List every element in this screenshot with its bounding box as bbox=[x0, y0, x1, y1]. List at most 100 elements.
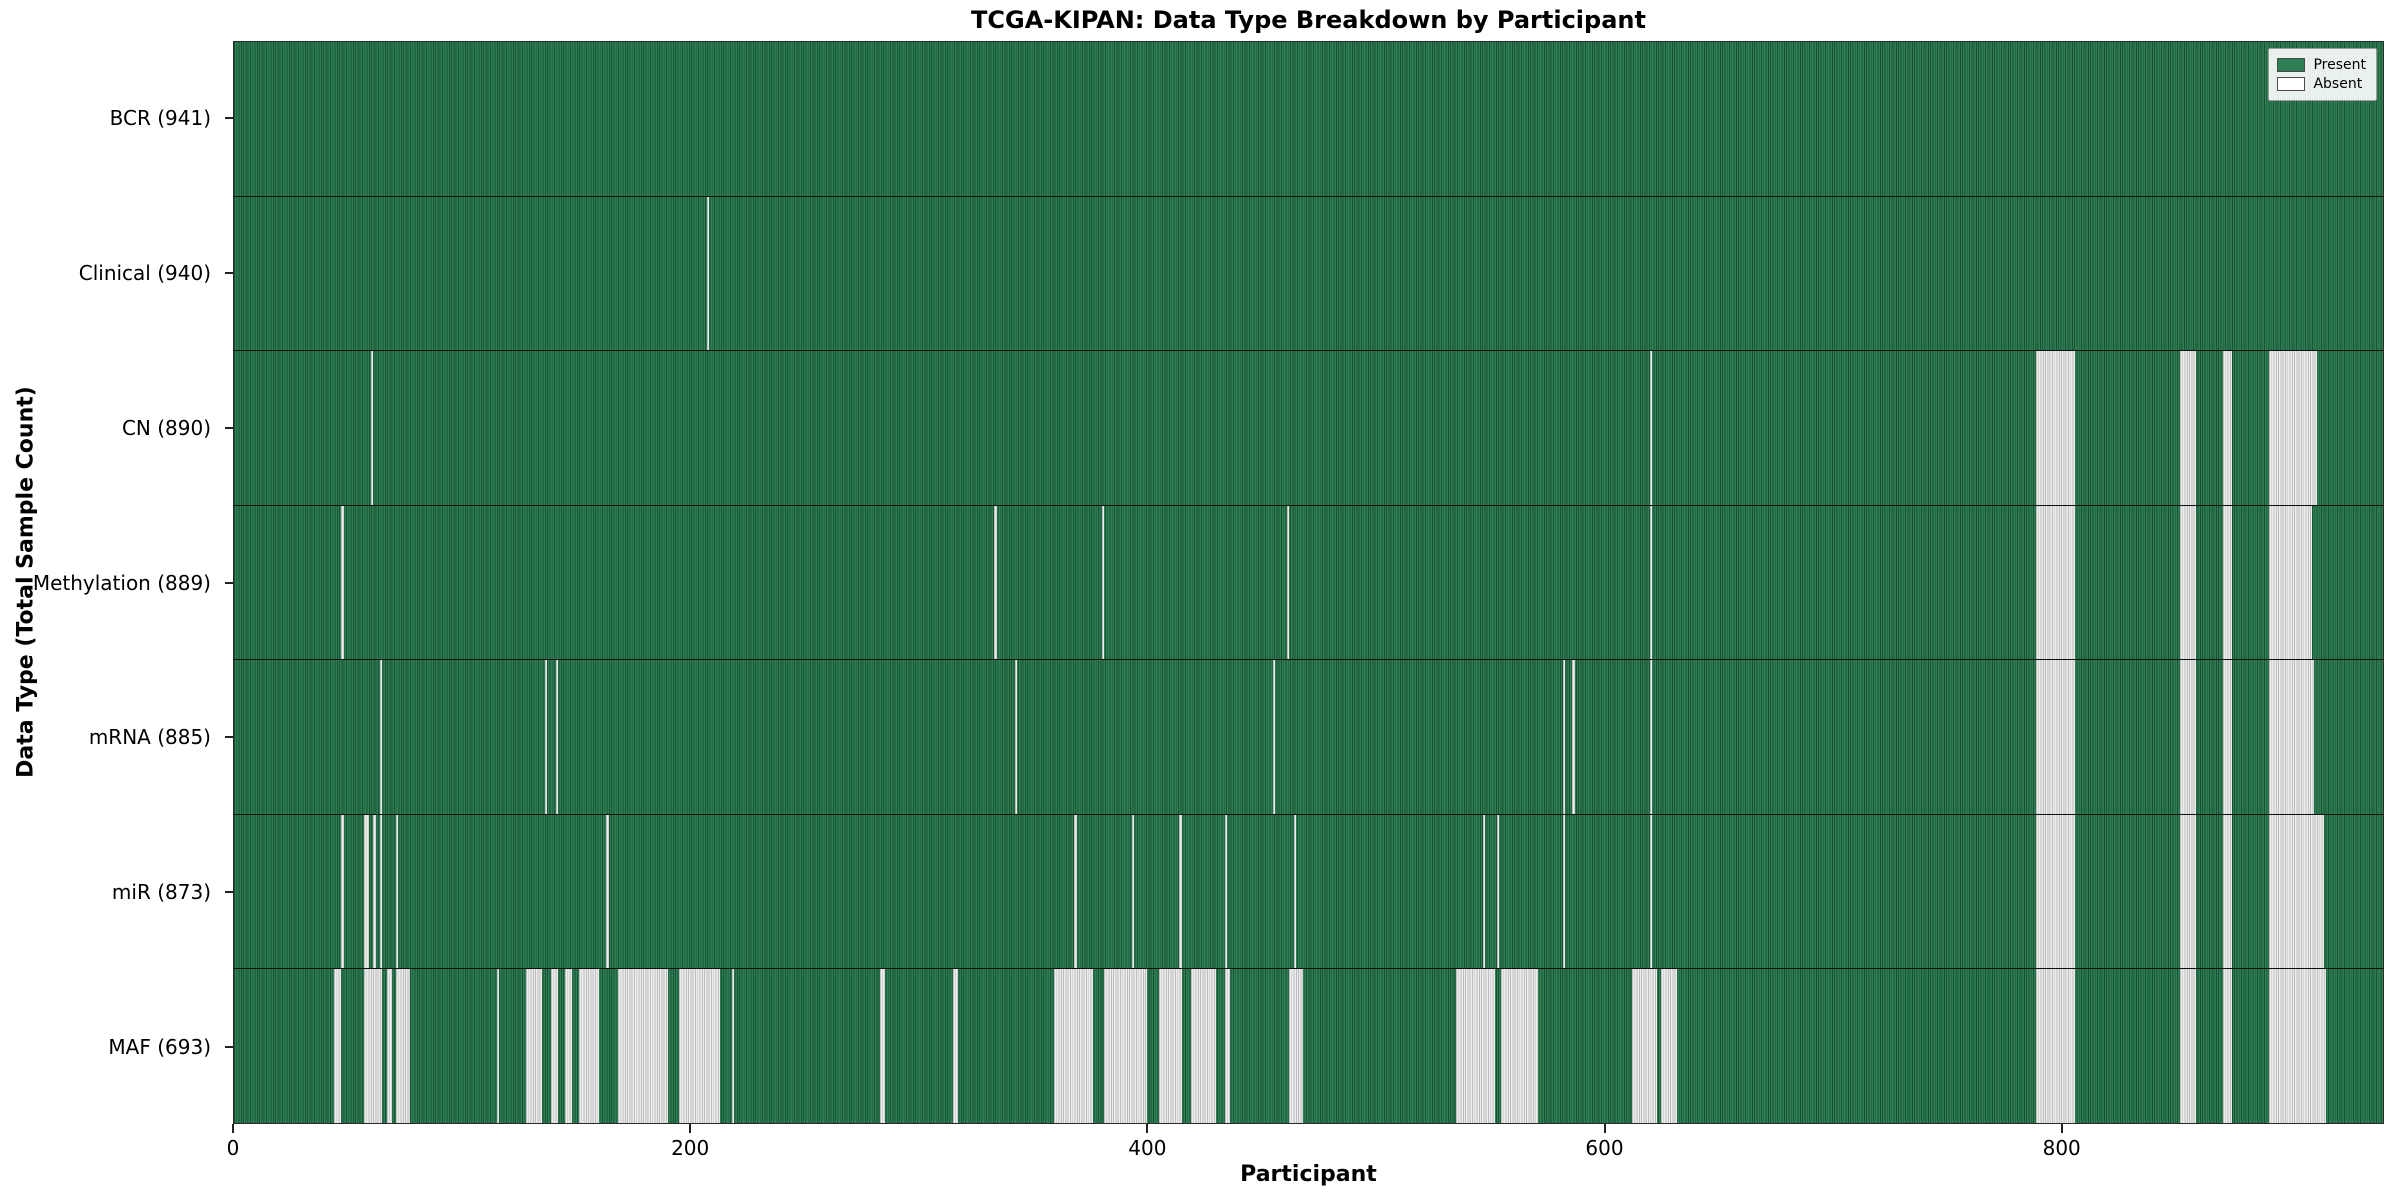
absent-band bbox=[2035, 969, 2075, 1124]
row-maf bbox=[234, 969, 2383, 1124]
x-axis-label: Participant bbox=[1240, 1162, 1377, 1187]
absent-band bbox=[2223, 660, 2233, 814]
absent-band bbox=[880, 969, 885, 1124]
plot-rows bbox=[234, 42, 2383, 1124]
absent-band bbox=[1496, 814, 1500, 969]
ytick-label-maf: MAF (693) bbox=[108, 1034, 211, 1059]
ytick-mark bbox=[225, 272, 233, 275]
absent-band bbox=[1286, 505, 1290, 660]
absent-band bbox=[2268, 351, 2317, 505]
ytick-mark bbox=[225, 890, 233, 893]
xtick-label-0: 0 bbox=[226, 1136, 240, 1160]
absent-band bbox=[1131, 814, 1134, 969]
absent-band bbox=[2268, 505, 2313, 660]
absent-band bbox=[364, 814, 369, 969]
absent-band bbox=[1661, 969, 1678, 1124]
absent-band bbox=[371, 351, 374, 505]
absent-band bbox=[1649, 351, 1653, 505]
ytick-mark bbox=[225, 117, 233, 120]
absent-band bbox=[2179, 351, 2196, 505]
ytick-label-methylation: Methylation (889) bbox=[32, 570, 211, 595]
legend-entry-absent: Absent bbox=[2277, 76, 2366, 92]
legend-label: Present bbox=[2313, 57, 2366, 73]
absent-band bbox=[387, 969, 392, 1124]
absent-band bbox=[380, 814, 383, 969]
absent-band bbox=[2223, 351, 2233, 505]
ytick-label-mir: miR (873) bbox=[111, 879, 211, 904]
ytick-mark bbox=[225, 1045, 233, 1048]
absent-band bbox=[2035, 814, 2075, 969]
absent-band bbox=[2223, 814, 2233, 969]
absent-band bbox=[341, 505, 344, 660]
absent-band bbox=[994, 505, 997, 660]
row-methylation bbox=[234, 505, 2383, 661]
absent-band bbox=[2223, 969, 2233, 1124]
absent-band bbox=[1074, 814, 1077, 969]
absent-band bbox=[334, 969, 342, 1124]
absent-band bbox=[1053, 969, 1093, 1124]
absent-band bbox=[2268, 814, 2324, 969]
absent-band bbox=[1563, 660, 1566, 814]
absent-band bbox=[1631, 969, 1657, 1124]
y-axis-ticks: BCR (941) Clinical (940) CN (890) Methylati… bbox=[0, 41, 233, 1124]
plot-area: Present Absent bbox=[233, 41, 2384, 1124]
absent-band bbox=[556, 660, 559, 814]
xtick-label-200: 200 bbox=[671, 1136, 710, 1160]
absent-band bbox=[373, 814, 376, 969]
absent-band bbox=[526, 969, 543, 1124]
absent-band bbox=[1190, 969, 1216, 1124]
absent-band bbox=[1483, 814, 1486, 969]
ytick-label-bcr: BCR (941) bbox=[109, 106, 211, 131]
xtick-label-800: 800 bbox=[2042, 1136, 2081, 1160]
row-clinical bbox=[234, 196, 2383, 352]
absent-band bbox=[2035, 660, 2075, 814]
absent-band bbox=[1649, 505, 1653, 660]
ytick-mark bbox=[225, 581, 233, 584]
absent-band bbox=[1293, 814, 1296, 969]
xtick-mark bbox=[1603, 1124, 1606, 1133]
absent-band bbox=[2035, 505, 2075, 660]
absent-band bbox=[2179, 814, 2196, 969]
absent-band bbox=[2268, 969, 2326, 1124]
absent-band bbox=[1289, 969, 1303, 1124]
ytick-mark bbox=[225, 736, 233, 739]
legend-entry-present: Present bbox=[2277, 57, 2366, 73]
legend: Present Absent bbox=[2268, 48, 2377, 101]
ytick-mark bbox=[225, 426, 233, 429]
row-cn bbox=[234, 351, 2383, 506]
absent-band bbox=[2179, 969, 2196, 1124]
absent-band bbox=[953, 969, 958, 1124]
absent-band bbox=[2035, 351, 2075, 505]
absent-band bbox=[364, 969, 383, 1124]
absent-band bbox=[1158, 969, 1182, 1124]
absent-band bbox=[2268, 660, 2315, 814]
row-mrna bbox=[234, 660, 2383, 815]
absent-band bbox=[1015, 660, 1018, 814]
absent-band bbox=[1649, 814, 1653, 969]
absent-band bbox=[679, 969, 721, 1124]
absent-band bbox=[1649, 660, 1653, 814]
xtick-mark bbox=[2060, 1124, 2063, 1133]
absent-band bbox=[396, 814, 399, 969]
absent-band bbox=[606, 814, 609, 969]
absent-band bbox=[1563, 814, 1566, 969]
legend-swatch-absent bbox=[2277, 77, 2306, 91]
absent-band bbox=[1104, 969, 1148, 1124]
ytick-label-clinical: Clinical (940) bbox=[78, 261, 211, 286]
absent-band bbox=[551, 969, 559, 1124]
row-bcr bbox=[234, 42, 2383, 197]
absent-band bbox=[1101, 505, 1105, 660]
absent-band bbox=[706, 196, 709, 351]
xtick-label-400: 400 bbox=[1128, 1136, 1167, 1160]
absent-band bbox=[2223, 505, 2233, 660]
absent-band bbox=[544, 660, 547, 814]
ytick-label-cn: CN (890) bbox=[121, 415, 211, 440]
xtick-mark bbox=[1146, 1124, 1149, 1133]
absent-band bbox=[1273, 660, 1276, 814]
absent-band bbox=[1455, 969, 1495, 1124]
absent-band bbox=[496, 969, 499, 1124]
x-axis-ticks: 0 200 400 600 800 bbox=[227, 1124, 2384, 1164]
legend-label: Absent bbox=[2313, 76, 2363, 92]
absent-band bbox=[1572, 660, 1575, 814]
absent-band bbox=[1225, 969, 1230, 1124]
